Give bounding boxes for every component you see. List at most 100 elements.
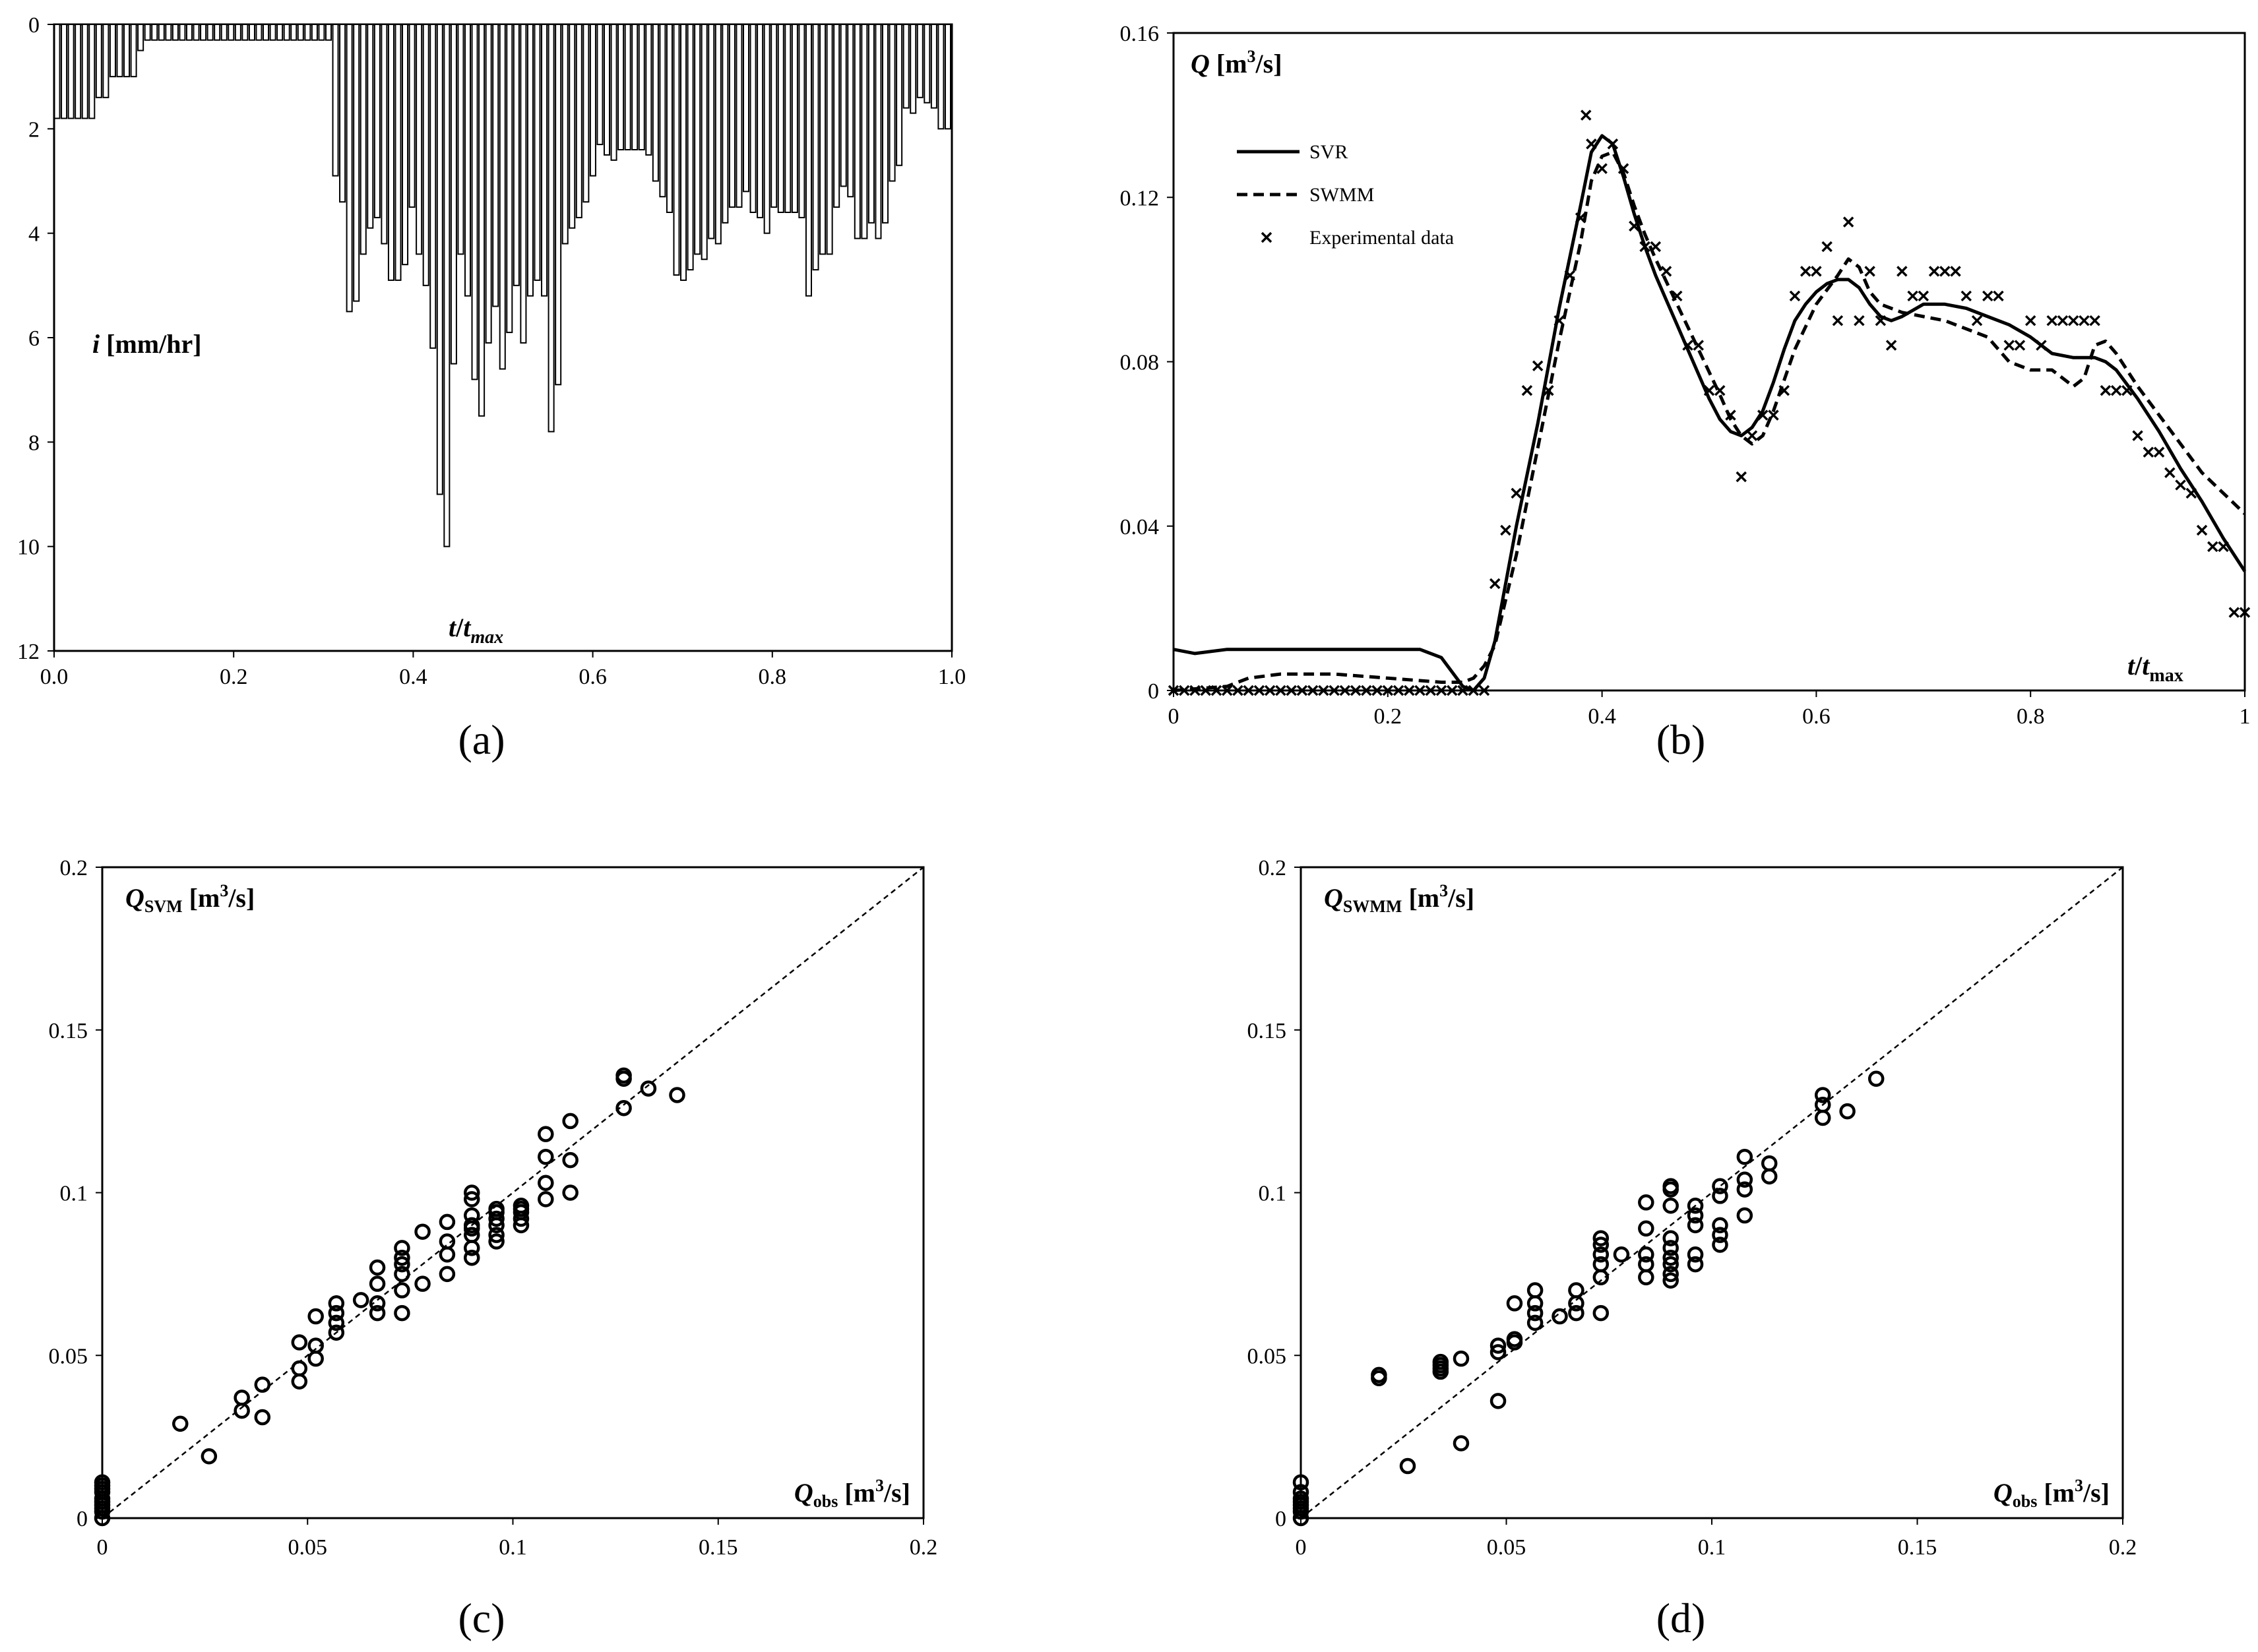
scatter-point	[1867, 1070, 1885, 1087]
experimental-point	[1928, 266, 1940, 277]
scatter-point	[439, 1246, 456, 1263]
scatter-point	[1432, 1353, 1449, 1370]
scatter-point	[439, 1233, 456, 1250]
rain-bar	[896, 24, 903, 166]
scatter-point	[1552, 1308, 1568, 1325]
scatter-point	[414, 1275, 431, 1292]
rain-bar	[332, 24, 339, 177]
caption-d: (d)	[1656, 1595, 1706, 1641]
experimental-point	[2046, 315, 2057, 326]
experimental-point	[1425, 685, 1436, 696]
rain-bar	[534, 24, 541, 281]
rain-bar	[867, 24, 875, 224]
rain-bar	[805, 24, 812, 297]
rain-bar	[736, 24, 743, 208]
scatter-point	[254, 1376, 271, 1393]
scatter-point	[1687, 1217, 1704, 1234]
scatter-point	[1662, 1266, 1679, 1283]
experimental-point	[1617, 163, 1629, 174]
scatter-point	[464, 1217, 480, 1234]
scatter-point	[1453, 1435, 1470, 1452]
rain-bar	[645, 24, 652, 156]
experimental-point	[1414, 685, 1426, 696]
rain-bar	[360, 24, 367, 255]
scatter-point	[1292, 1474, 1309, 1490]
experimental-point	[1393, 685, 1404, 696]
y-tick-label: 0.15	[1247, 1019, 1287, 1043]
x-tick-label: 0	[97, 1535, 108, 1560]
scatter-point	[94, 1494, 111, 1510]
rain-bar	[179, 24, 186, 41]
scatter-point	[1568, 1304, 1584, 1322]
scatter-point	[1292, 1494, 1309, 1510]
rain-bar	[561, 24, 569, 245]
rain-bar	[701, 24, 708, 260]
y-tick-label: 4	[28, 222, 40, 247]
rain-bar	[714, 24, 722, 245]
scatter-point	[464, 1249, 480, 1266]
experimental-point	[1329, 685, 1340, 696]
rain-bar	[798, 24, 805, 218]
rain-bar	[443, 24, 451, 547]
rain-bar	[854, 24, 861, 239]
scatter-point	[394, 1266, 410, 1283]
scatter-point	[464, 1227, 480, 1243]
experimental-point	[1404, 685, 1415, 696]
rain-bar	[102, 24, 110, 98]
scatter-point	[369, 1295, 386, 1312]
experimental-point	[1778, 384, 1790, 396]
scatter-point	[1736, 1181, 1753, 1198]
rain-bar	[812, 24, 819, 271]
rain-bar	[408, 24, 416, 208]
experimental-point	[2079, 315, 2090, 326]
rain-bar	[485, 24, 492, 344]
x-tick-label: 0.2	[2109, 1535, 2137, 1560]
scatter-point	[1736, 1171, 1753, 1188]
scatter-point	[1662, 1197, 1679, 1214]
scatter-point	[1490, 1393, 1507, 1409]
scatter-point	[1761, 1155, 1778, 1172]
experimental-point	[1746, 430, 1758, 441]
rain-bar	[749, 24, 757, 213]
rain-bar	[436, 24, 443, 495]
scatter-point	[1712, 1237, 1728, 1253]
rain-bar	[185, 24, 193, 41]
plot-frame-b	[1172, 32, 2246, 692]
y-axis-label: i [mm/hr]	[92, 329, 202, 359]
rain-bar	[75, 24, 82, 119]
chart-b: 0 0.2 0.4 0.6 0.8 1 0 0.04 0.08 0.12 0.16 (b) SVR SWM…	[1120, 22, 2251, 763]
rain-bar	[297, 24, 304, 41]
scatter-point	[1526, 1304, 1544, 1322]
scatter-point	[1662, 1272, 1679, 1289]
rain-bar	[777, 24, 784, 213]
rain-bar	[631, 24, 639, 150]
rain-bar	[680, 24, 687, 281]
rain-bar	[283, 24, 290, 41]
x-tick-label: 0.4	[1588, 704, 1616, 729]
experimental-point	[2089, 315, 2100, 326]
rain-bar	[387, 24, 394, 281]
rain-bar	[248, 24, 255, 41]
experimental-point	[1714, 384, 1726, 396]
experimental-point	[1221, 685, 1233, 696]
scatter-point	[94, 1474, 111, 1490]
rain-bar	[847, 24, 854, 198]
experimental-point	[2057, 315, 2069, 326]
scatter-point	[1292, 1484, 1309, 1500]
scatter-point	[307, 1337, 324, 1354]
rain-bar	[513, 24, 520, 286]
rain-bar	[116, 24, 123, 78]
rain-bar	[228, 24, 235, 41]
scatter-point	[352, 1292, 369, 1308]
y-tick-label: 0.1	[60, 1182, 88, 1206]
y-tick-label: 0.05	[49, 1344, 88, 1368]
rain-bar	[541, 24, 548, 297]
experimental-point	[1318, 685, 1329, 696]
rain-bar	[471, 24, 478, 381]
experimental-point	[2175, 479, 2186, 491]
experimental-point	[1511, 487, 1522, 499]
experimental-point	[1553, 315, 1565, 326]
rain-bar	[422, 24, 429, 286]
experimental-point	[1842, 216, 1854, 228]
